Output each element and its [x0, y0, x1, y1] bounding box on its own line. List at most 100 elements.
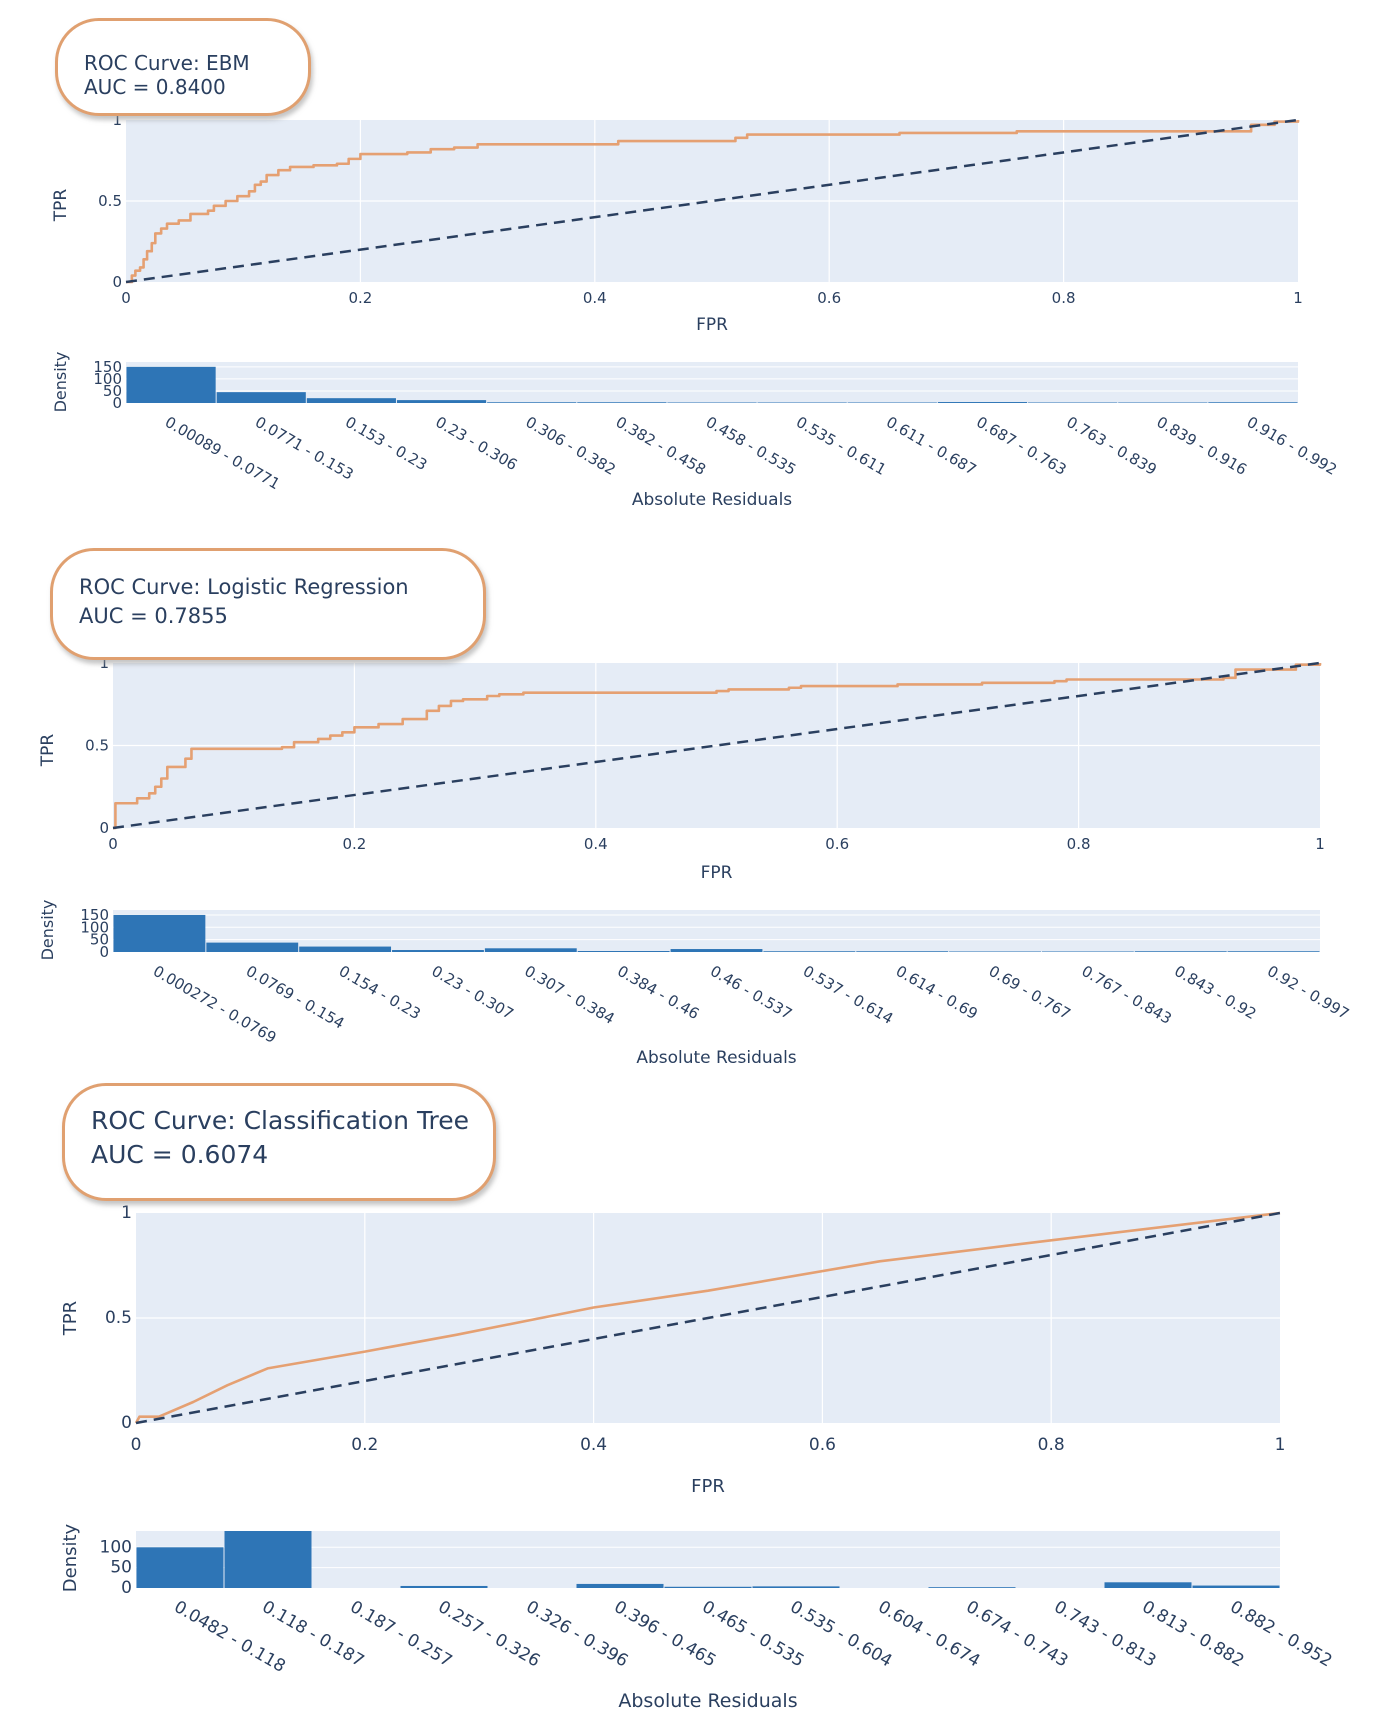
- x-tick-label: 0.6: [825, 835, 849, 853]
- histogram-bar: [127, 367, 216, 403]
- histogram-bar: [487, 402, 576, 403]
- y-tick-label: 0.5: [85, 737, 109, 755]
- x-tick-label: 0: [131, 1435, 142, 1455]
- histogram-bar: [206, 943, 298, 952]
- histogram-bar: [1135, 951, 1227, 952]
- auc-label: AUC = 0.7855: [79, 604, 228, 628]
- histogram-y-tick-label: 0: [121, 1578, 132, 1598]
- histogram-bar: [299, 947, 391, 952]
- histogram-category-label: 0.307 - 0.384: [521, 962, 617, 1028]
- histogram-bar: [578, 951, 670, 952]
- y-axis-label: TPR: [60, 1301, 81, 1336]
- x-tick-label: 0.8: [1052, 289, 1076, 307]
- histogram-y-tick-label: 50: [110, 1558, 132, 1578]
- histogram-category-label: 0.153 - 0.23: [342, 413, 430, 474]
- x-tick-label: 1: [1293, 289, 1303, 307]
- histogram-bar: [485, 948, 577, 952]
- histogram-bar: [401, 1586, 488, 1588]
- histogram-x-axis-label: Absolute Residuals: [636, 1048, 796, 1068]
- histogram-category-label: 0.611 - 0.687: [883, 413, 979, 479]
- histogram-x-axis-label: Absolute Residuals: [632, 490, 792, 510]
- histogram-category-label: 0.763 - 0.839: [1063, 413, 1159, 479]
- histogram-category-label: 0.614 - 0.69: [893, 962, 981, 1023]
- histogram-bar: [665, 1587, 752, 1588]
- histogram-category-label: 0.306 - 0.382: [522, 413, 618, 479]
- y-tick-label: 0.5: [98, 192, 122, 210]
- histogram-y-axis-label: Density: [60, 1523, 81, 1592]
- histogram-bar: [577, 1584, 664, 1588]
- chart-title-box: ROC Curve: Logistic Regression AUC = 0.78…: [50, 548, 486, 660]
- y-axis-label: TPR: [38, 734, 58, 768]
- x-tick-label: 0.2: [342, 835, 366, 853]
- x-axis-label: FPR: [696, 315, 728, 335]
- histogram-category-label: 0.384 - 0.46: [614, 962, 702, 1023]
- histogram-bar: [577, 402, 666, 403]
- histogram-y-tick-label: 100: [100, 1537, 132, 1557]
- x-tick-label: 0.6: [817, 289, 841, 307]
- histogram-bar: [929, 1587, 1016, 1588]
- auc-label: AUC = 0.8400: [84, 75, 226, 99]
- x-tick-label: 0: [108, 835, 118, 853]
- auc-label: AUC = 0.6074: [91, 1140, 268, 1169]
- x-tick-label: 0.4: [583, 289, 607, 307]
- x-axis-label: FPR: [691, 1476, 725, 1497]
- x-tick-label: 0.8: [1038, 1435, 1065, 1455]
- x-tick-label: 0.8: [1067, 835, 1091, 853]
- y-axis-label: TPR: [51, 189, 71, 223]
- chart-title: ROC Curve: Classification Tree: [91, 1106, 469, 1135]
- histogram-y-tick-label: 150: [80, 906, 109, 924]
- x-tick-label: 0: [121, 289, 131, 307]
- histogram-bar: [307, 398, 396, 403]
- histogram-bar: [392, 950, 484, 952]
- histogram-category-label: 0.458 - 0.535: [703, 413, 799, 479]
- histogram-bar: [1228, 951, 1320, 952]
- histogram-category-label: 0.92 - 0.997: [1264, 962, 1352, 1023]
- y-tick-label: 0.5: [105, 1308, 132, 1328]
- histogram-bar: [763, 951, 855, 952]
- histogram-category-label: 0.839 - 0.916: [1154, 413, 1250, 479]
- histogram-category-label: 0.687 - 0.763: [973, 413, 1069, 479]
- y-tick-label: 0: [112, 273, 122, 291]
- histogram-bar: [856, 951, 948, 952]
- histogram-y-axis-label: Density: [38, 900, 57, 961]
- chart-title: ROC Curve: EBM: [84, 51, 250, 75]
- histogram-category-label: 0.69 - 0.767: [986, 962, 1074, 1023]
- histogram-category-label: 0.537 - 0.614: [800, 962, 896, 1028]
- histogram-bar: [938, 402, 1027, 403]
- histogram-category-label: 0.154 - 0.23: [336, 962, 424, 1023]
- y-tick-label: 0: [121, 1413, 132, 1433]
- histogram-bar: [671, 949, 763, 952]
- histogram-bar: [217, 392, 306, 403]
- x-tick-label: 0.4: [584, 835, 608, 853]
- histogram-category-label: 0.23 - 0.307: [429, 962, 517, 1023]
- histogram-category-label: 0.843 - 0.92: [1171, 962, 1259, 1023]
- x-tick-label: 0.4: [580, 1435, 607, 1455]
- x-tick-label: 1: [1315, 835, 1325, 853]
- chart-title-box: ROC Curve: Classification Tree AUC = 0.60…: [62, 1083, 496, 1201]
- histogram-bar: [137, 1547, 224, 1588]
- histogram-category-label: 0.23 - 0.306: [432, 413, 520, 474]
- chart-title: ROC Curve: Logistic Regression: [79, 575, 409, 599]
- y-tick-label: 0: [99, 819, 109, 837]
- histogram-bar: [397, 400, 486, 403]
- x-axis-label: FPR: [701, 863, 733, 883]
- y-tick-label: 1: [121, 1203, 132, 1223]
- histogram-category-label: 0.916 - 0.992: [1244, 413, 1340, 479]
- histogram-bar: [753, 1586, 840, 1588]
- histogram-bar: [1193, 1586, 1280, 1588]
- histogram-x-axis-label: Absolute Residuals: [618, 1690, 797, 1712]
- histogram-category-label: 0.535 - 0.611: [793, 413, 889, 479]
- histogram-y-axis-label: Density: [51, 352, 70, 413]
- histogram-bar: [1105, 1582, 1192, 1588]
- histogram-bar: [225, 1531, 312, 1588]
- histogram-y-tick-label: 150: [93, 358, 122, 376]
- histogram-bar: [1208, 402, 1297, 403]
- x-tick-label: 0.2: [351, 1435, 378, 1455]
- histogram-bar: [114, 915, 206, 952]
